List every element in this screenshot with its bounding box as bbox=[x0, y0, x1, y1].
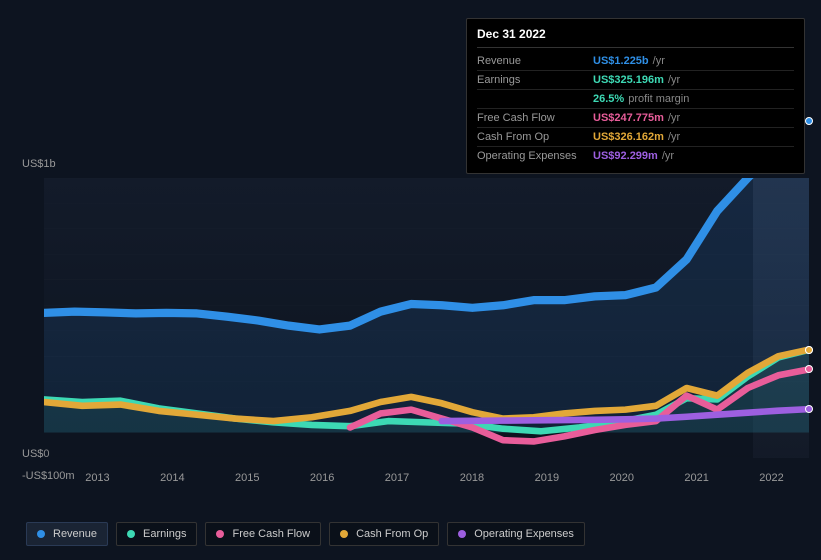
tooltip-suffix: /yr bbox=[668, 131, 680, 143]
legend-label: Cash From Op bbox=[356, 528, 428, 540]
legend-swatch bbox=[127, 530, 135, 538]
tooltip-suffix: /yr bbox=[668, 74, 680, 86]
tooltip-label: Operating Expenses bbox=[477, 150, 593, 162]
legend-swatch bbox=[458, 530, 466, 538]
tooltip-value: US$326.162m bbox=[593, 131, 664, 143]
tooltip-value: 26.5% bbox=[593, 93, 624, 105]
x-axis-tick: 2018 bbox=[460, 472, 484, 484]
tooltip-suffix: profit margin bbox=[628, 93, 689, 105]
legend-item[interactable]: Cash From Op bbox=[329, 522, 439, 546]
tooltip-row: Free Cash FlowUS$247.775m/yr bbox=[477, 109, 794, 128]
tooltip-row: EarningsUS$325.196m/yr bbox=[477, 71, 794, 90]
tooltip-value: US$325.196m bbox=[593, 74, 664, 86]
tooltip-date: Dec 31 2022 bbox=[477, 27, 794, 48]
tooltip-value: US$1.225b bbox=[593, 55, 649, 67]
tooltip-suffix: /yr bbox=[653, 55, 665, 67]
x-axis-tick: 2013 bbox=[85, 472, 109, 484]
tooltip-value: US$247.775m bbox=[593, 112, 664, 124]
legend-item[interactable]: Operating Expenses bbox=[447, 522, 585, 546]
chart-area: US$1b US$0 -US$100m 20132014201520162017… bbox=[16, 160, 813, 480]
legend: Revenue Earnings Free Cash Flow Cash From O… bbox=[26, 522, 585, 546]
legend-swatch bbox=[340, 530, 348, 538]
legend-swatch bbox=[37, 530, 45, 538]
x-axis: 2013 2014 2015 2016 2017 2018 2019 2020 2021 2022 bbox=[60, 472, 809, 492]
chart-container: Dec 31 2022 RevenueUS$1.225b/yrEarningsU… bbox=[0, 0, 821, 560]
series-endpoint-dot[interactable] bbox=[805, 346, 813, 354]
tooltip-suffix: /yr bbox=[668, 112, 680, 124]
tooltip-row: Operating ExpensesUS$92.299m/yr bbox=[477, 147, 794, 165]
legend-item[interactable]: Free Cash Flow bbox=[205, 522, 321, 546]
legend-label: Revenue bbox=[53, 528, 97, 540]
tooltip-row: Cash From OpUS$326.162m/yr bbox=[477, 128, 794, 147]
legend-label: Free Cash Flow bbox=[232, 528, 310, 540]
series-endpoint-dot[interactable] bbox=[805, 117, 813, 125]
tooltip-label: Free Cash Flow bbox=[477, 112, 593, 124]
tooltip-value: US$92.299m bbox=[593, 150, 658, 162]
tooltip-label: Earnings bbox=[477, 74, 593, 86]
tooltip-panel: Dec 31 2022 RevenueUS$1.225b/yrEarningsU… bbox=[466, 18, 805, 174]
legend-label: Earnings bbox=[143, 528, 186, 540]
x-axis-tick: 2022 bbox=[759, 472, 783, 484]
x-axis-tick: 2019 bbox=[535, 472, 559, 484]
x-axis-tick: 2016 bbox=[310, 472, 334, 484]
x-axis-tick: 2014 bbox=[160, 472, 184, 484]
x-axis-tick: 2021 bbox=[684, 472, 708, 484]
x-axis-tick: 2015 bbox=[235, 472, 259, 484]
x-axis-tick: 2020 bbox=[610, 472, 634, 484]
tooltip-label bbox=[477, 93, 593, 105]
legend-item[interactable]: Earnings bbox=[116, 522, 197, 546]
tooltip-label: Revenue bbox=[477, 55, 593, 67]
tooltip-suffix: /yr bbox=[662, 150, 674, 162]
legend-label: Operating Expenses bbox=[474, 528, 574, 540]
legend-item[interactable]: Revenue bbox=[26, 522, 108, 546]
legend-swatch bbox=[216, 530, 224, 538]
plot-area[interactable] bbox=[44, 178, 809, 458]
tooltip-label: Cash From Op bbox=[477, 131, 593, 143]
tooltip-row: 26.5% profit margin bbox=[477, 90, 794, 109]
series-endpoint-dot[interactable] bbox=[805, 365, 813, 373]
tooltip-row: RevenueUS$1.225b/yr bbox=[477, 52, 794, 71]
x-axis-tick: 2017 bbox=[385, 472, 409, 484]
series-endpoint-dot[interactable] bbox=[805, 405, 813, 413]
y-axis-label-top: US$1b bbox=[22, 158, 56, 170]
